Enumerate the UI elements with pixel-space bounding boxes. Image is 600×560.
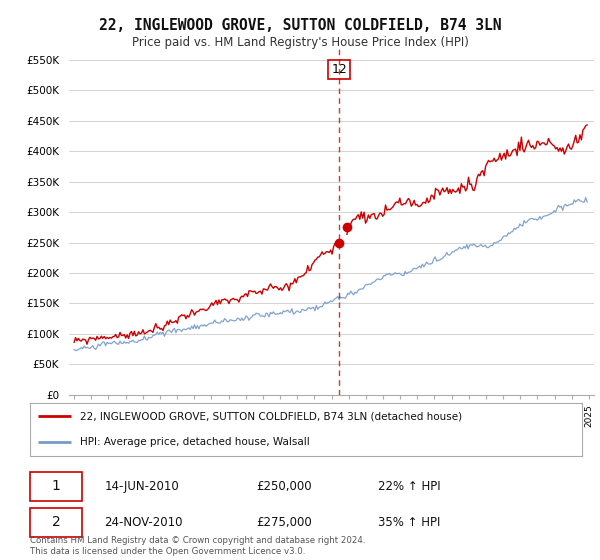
Text: £275,000: £275,000: [256, 516, 312, 529]
Text: Contains HM Land Registry data © Crown copyright and database right 2024.
This d: Contains HM Land Registry data © Crown c…: [30, 536, 365, 556]
Text: 24-NOV-2010: 24-NOV-2010: [104, 516, 183, 529]
Text: 1: 1: [52, 479, 61, 493]
Text: 22% ↑ HPI: 22% ↑ HPI: [378, 480, 440, 493]
Text: 2: 2: [52, 515, 61, 530]
Text: £250,000: £250,000: [256, 480, 312, 493]
Text: 14-JUN-2010: 14-JUN-2010: [104, 480, 179, 493]
Text: HPI: Average price, detached house, Walsall: HPI: Average price, detached house, Wals…: [80, 436, 310, 446]
Text: 12: 12: [331, 63, 347, 76]
FancyBboxPatch shape: [30, 508, 82, 537]
Text: 22, INGLEWOOD GROVE, SUTTON COLDFIELD, B74 3LN (detached house): 22, INGLEWOOD GROVE, SUTTON COLDFIELD, B…: [80, 412, 462, 422]
Text: 35% ↑ HPI: 35% ↑ HPI: [378, 516, 440, 529]
Text: Price paid vs. HM Land Registry's House Price Index (HPI): Price paid vs. HM Land Registry's House …: [131, 36, 469, 49]
Text: 22, INGLEWOOD GROVE, SUTTON COLDFIELD, B74 3LN: 22, INGLEWOOD GROVE, SUTTON COLDFIELD, B…: [99, 18, 501, 33]
FancyBboxPatch shape: [30, 472, 82, 501]
